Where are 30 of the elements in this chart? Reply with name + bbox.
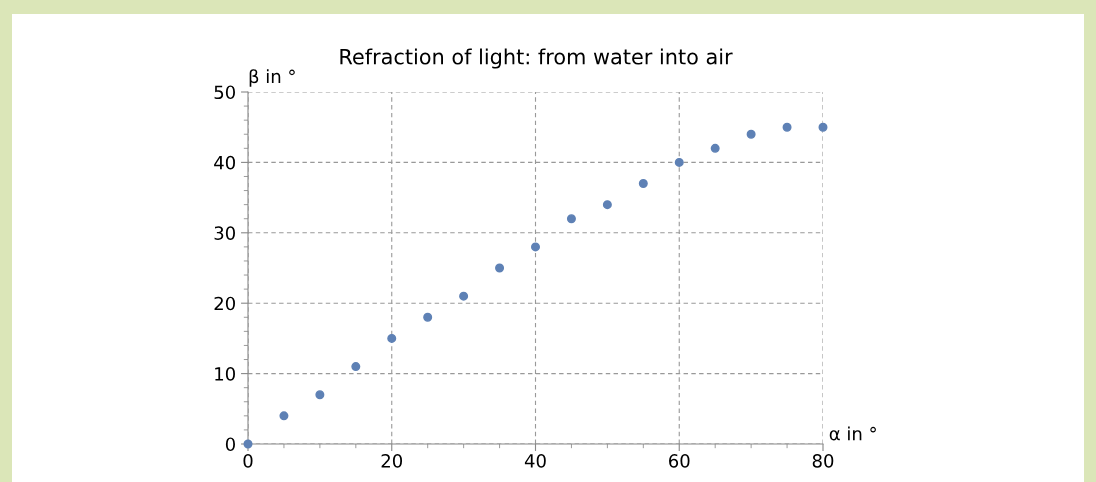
point <box>566 214 576 224</box>
x-axis-title: α in ° <box>829 426 876 441</box>
point <box>746 129 756 139</box>
point <box>638 179 648 189</box>
point <box>387 333 397 343</box>
point <box>279 411 289 421</box>
y-tick-label: 20 <box>214 296 235 311</box>
y-tick-label: 10 <box>215 367 235 381</box>
point <box>710 143 720 153</box>
point <box>351 362 361 372</box>
x-tick-label: 80 <box>812 454 834 468</box>
point <box>423 312 433 322</box>
chart-title: Refraction of light: from water into air <box>340 48 733 69</box>
y-tick-label: 50 <box>214 85 235 100</box>
point <box>459 291 469 301</box>
y-tick-label: 0 <box>225 437 235 452</box>
y-tick-label: 40 <box>214 155 235 170</box>
point <box>602 200 612 210</box>
point <box>495 263 505 273</box>
point <box>674 157 684 167</box>
x-tick-label: 40 <box>524 454 546 468</box>
x-tick-label: 0 <box>243 454 253 468</box>
x-tick-label: 20 <box>381 454 403 468</box>
point <box>782 122 792 132</box>
y-axis-title: β in ° <box>249 69 295 87</box>
y-tick-label: 30 <box>214 226 235 240</box>
point <box>818 122 828 132</box>
point <box>531 242 540 252</box>
x-tick-label: 60 <box>669 454 690 468</box>
point <box>315 390 325 400</box>
